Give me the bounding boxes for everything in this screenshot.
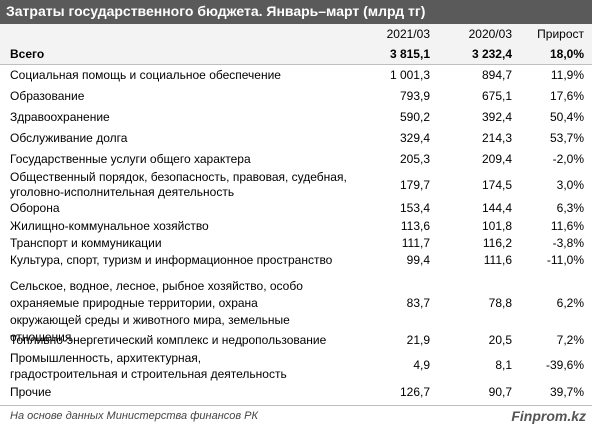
row-value-growth: 3,0% [556,178,584,192]
row-value-2021: 590,2 [399,110,430,124]
row-value-2020: 174,5 [481,178,512,192]
table-row: Обслуживание долга 329,4 214,3 53,7% [0,128,592,149]
table-row: Промышленность, архитектурная, градостро… [0,349,592,383]
row-value-growth: 17,6% [549,89,584,103]
table-row: Образование 793,9 675,1 17,6% [0,86,592,107]
row-value-2021: 21,9 [406,333,430,347]
row-value-2021: 111,7 [401,236,430,250]
row-value-growth: -39,6% [545,358,584,372]
row-label: Топливно-энергетический комплекс и недро… [10,333,327,347]
row-value-2020: 144,4 [481,201,512,215]
row-label: Здравоохранение [10,110,110,124]
table-row: Сельское, водное, лесное, рыбное хозяйст… [0,276,592,344]
row-value-growth: -11,0% [546,253,584,267]
row-value-growth: 53,7% [549,131,584,145]
row-value-2020: 214,3 [481,131,512,145]
table-row: Топливно-энергетический комплекс и недро… [0,332,592,349]
table-row: Культура, спорт, туризм и информационное… [0,252,592,269]
row-value-growth: -3,8% [552,236,584,250]
table-footer: На основе данных Министерства финансов Р… [0,405,592,429]
row-value-2021: 113,6 [400,219,430,233]
row-value-2021: 99,4 [406,253,430,267]
row-value-2021: 126,7 [399,385,430,399]
row-value-growth: 7,2% [556,333,584,347]
row-value-2021: 3 815,1 [389,47,430,61]
table-header: 2021/03 2020/03 Прирост [0,24,592,45]
row-label: Обслуживание долга [10,131,128,145]
row-value-2020: 392,4 [481,110,512,124]
row-value-2021: 329,4 [399,131,430,145]
row-value-2021: 83,7 [406,296,430,310]
header-growth: Прирост [537,27,584,41]
row-value-growth: 11,9% [550,68,584,82]
row-value-2020: 90,7 [488,385,512,399]
row-value-2021: 153,4 [399,201,430,215]
row-value-2021: 1 001,3 [389,68,430,82]
row-label: Сельское, водное, лесное, рыбное хозяйст… [10,279,303,344]
row-label: Культура, спорт, туризм и информационное… [10,253,333,267]
row-value-2021: 793,9 [399,89,430,103]
table-row: Транспорт и коммуникации 111,7 116,2 -3,… [0,235,592,252]
brand-label: Finprom.kz [511,408,586,424]
table-title: Затраты государственного бюджета. Январь… [6,3,426,19]
row-value-2020: 209,4 [481,152,512,166]
row-value-growth: 11,6% [550,219,584,233]
row-value-2020: 78,8 [488,296,512,310]
row-label: Социальная помощь и социальное обеспечен… [10,68,281,82]
header-2020: 2020/03 [468,27,512,41]
title-bar: Затраты государственного бюджета. Январь… [0,0,592,24]
row-value-2020: 116,2 [482,236,512,250]
row-value-2021: 205,3 [399,152,430,166]
header-2021: 2021/03 [386,27,430,41]
row-value-growth: 6,3% [556,201,584,215]
row-label: Всего [10,47,45,61]
row-label: Транспорт и коммуникации [10,236,162,250]
row-value-growth: 50,4% [549,110,584,124]
row-label: Государственные услуги общего характера [10,152,251,166]
row-value-growth: 39,7% [549,385,584,399]
row-value-growth: 6,2% [556,296,584,310]
table-row: Жилищно-коммунальное хозяйство 113,6 101… [0,218,592,235]
row-value-growth: 18,0% [549,47,584,61]
row-value-2020: 3 232,4 [471,47,512,61]
row-label: Образование [10,89,85,103]
row-value-2020: 101,8 [481,219,512,233]
row-value-2020: 111,6 [483,253,512,267]
row-label: Жилищно-коммунальное хозяйство [10,219,209,233]
table-row-total: Всего 3 815,1 3 232,4 18,0% [0,44,592,65]
row-value-2020: 20,5 [488,333,512,347]
row-value-2021: 179,7 [399,178,430,192]
source-note: На основе данных Министерства финансов Р… [10,410,258,422]
table-row: Здравоохранение 590,2 392,4 50,4% [0,107,592,128]
table-row: Государственные услуги общего характера … [0,149,592,170]
table-row: Прочие 126,7 90,7 39,7% [0,383,592,403]
row-label: Оборона [10,201,60,215]
row-value-2020: 675,1 [481,89,512,103]
row-label: Промышленность, архитектурная, градостро… [10,351,287,381]
row-label: Прочие [10,385,52,399]
row-value-2020: 894,7 [481,68,512,82]
row-value-2020: 8,1 [495,358,512,372]
table-row: Социальная помощь и социальное обеспечен… [0,65,592,86]
row-label: Общественный порядок, безопасность, прав… [10,170,347,199]
row-value-2021: 4,9 [413,358,430,372]
row-value-growth: -2,0% [552,152,584,166]
table-row: Оборона 153,4 144,4 6,3% [0,200,592,218]
table-row: Общественный порядок, безопасность, прав… [0,170,592,200]
